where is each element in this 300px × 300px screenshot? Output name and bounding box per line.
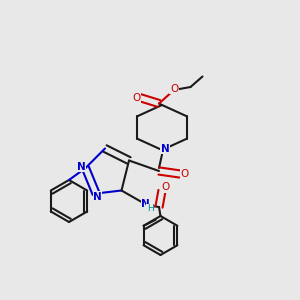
Text: N: N [93,191,102,202]
Text: O: O [180,169,189,179]
Text: O: O [170,83,178,94]
Text: N: N [160,143,169,154]
Text: H: H [147,204,153,213]
Text: O: O [132,92,141,103]
Text: N: N [76,161,85,172]
Text: N: N [141,199,150,209]
Text: O: O [161,182,169,193]
